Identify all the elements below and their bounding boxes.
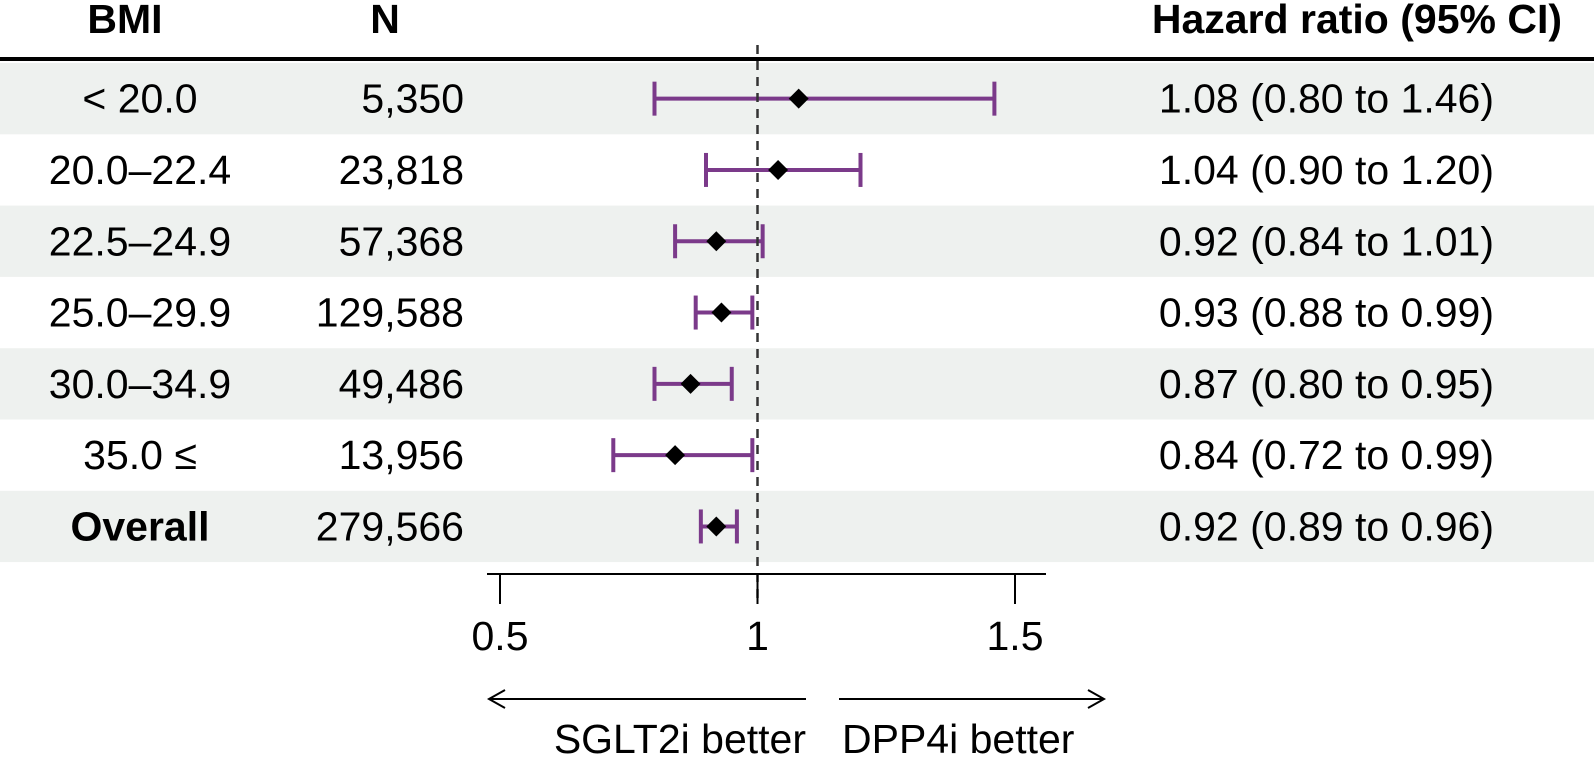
hr-point xyxy=(711,302,732,323)
bmi-label: 20.0–22.4 xyxy=(49,147,231,193)
tick-label: 1.5 xyxy=(987,613,1044,659)
hr-ci-text: 0.92 (0.89 to 0.96) xyxy=(1159,503,1494,549)
row-stripe xyxy=(0,490,1594,563)
hr-point xyxy=(788,88,809,109)
hr-point xyxy=(665,445,686,466)
hr-ci-text: 0.93 (0.88 to 0.99) xyxy=(1159,290,1494,336)
n-value: 49,486 xyxy=(339,361,464,407)
bmi-label: Overall xyxy=(70,503,209,549)
hr-header: Hazard ratio (95% CI) xyxy=(1152,0,1562,42)
tick-label: 1 xyxy=(746,613,769,659)
n-value: 23,818 xyxy=(339,147,464,193)
hr-ci-text: 0.84 (0.72 to 0.99) xyxy=(1159,432,1494,478)
hr-ci-text: 0.87 (0.80 to 0.95) xyxy=(1159,361,1494,407)
hr-ci-text: 1.04 (0.90 to 1.20) xyxy=(1159,147,1494,193)
bmi-label: 25.0–29.9 xyxy=(49,290,231,336)
bmi-header: BMI xyxy=(87,0,162,42)
hr-point xyxy=(768,159,789,180)
hr-ci-text: 0.92 (0.84 to 1.01) xyxy=(1159,218,1494,264)
x-axis: 0.5 1 1.5 xyxy=(472,573,1046,659)
bmi-label: < 20.0 xyxy=(82,76,197,122)
n-header: N xyxy=(370,0,400,42)
n-value: 13,956 xyxy=(339,432,464,478)
row-stripe xyxy=(0,205,1594,277)
hr-point xyxy=(680,373,701,394)
n-value: 5,350 xyxy=(361,76,464,122)
n-value: 279,566 xyxy=(316,503,464,549)
bmi-label: 35.0 ≤ xyxy=(83,432,197,478)
chart-marks xyxy=(611,81,997,544)
dpp4i-better-label: DPP4i better xyxy=(842,716,1074,762)
hr-point xyxy=(706,231,727,252)
hr-ci-text: 1.08 (0.80 to 1.46) xyxy=(1159,76,1494,122)
rows: < 20.0 5,350 1.08 (0.80 to 1.46) 20.0–22.4 2… xyxy=(49,76,1494,550)
n-value: 129,588 xyxy=(316,290,464,336)
bmi-label: 22.5–24.9 xyxy=(49,218,231,264)
left-arrowhead xyxy=(486,689,506,709)
row-stripes xyxy=(0,63,1594,563)
n-value: 57,368 xyxy=(339,218,464,264)
hr-point xyxy=(706,516,727,537)
right-arrowhead xyxy=(1087,689,1107,709)
row-stripe xyxy=(0,348,1594,420)
tick-label: 0.5 xyxy=(472,613,529,659)
sglt2i-better-label: SGLT2i better xyxy=(554,716,806,762)
direction-arrows: SGLT2i better DPP4i better xyxy=(486,689,1107,762)
bmi-label: 30.0–34.9 xyxy=(49,361,231,407)
